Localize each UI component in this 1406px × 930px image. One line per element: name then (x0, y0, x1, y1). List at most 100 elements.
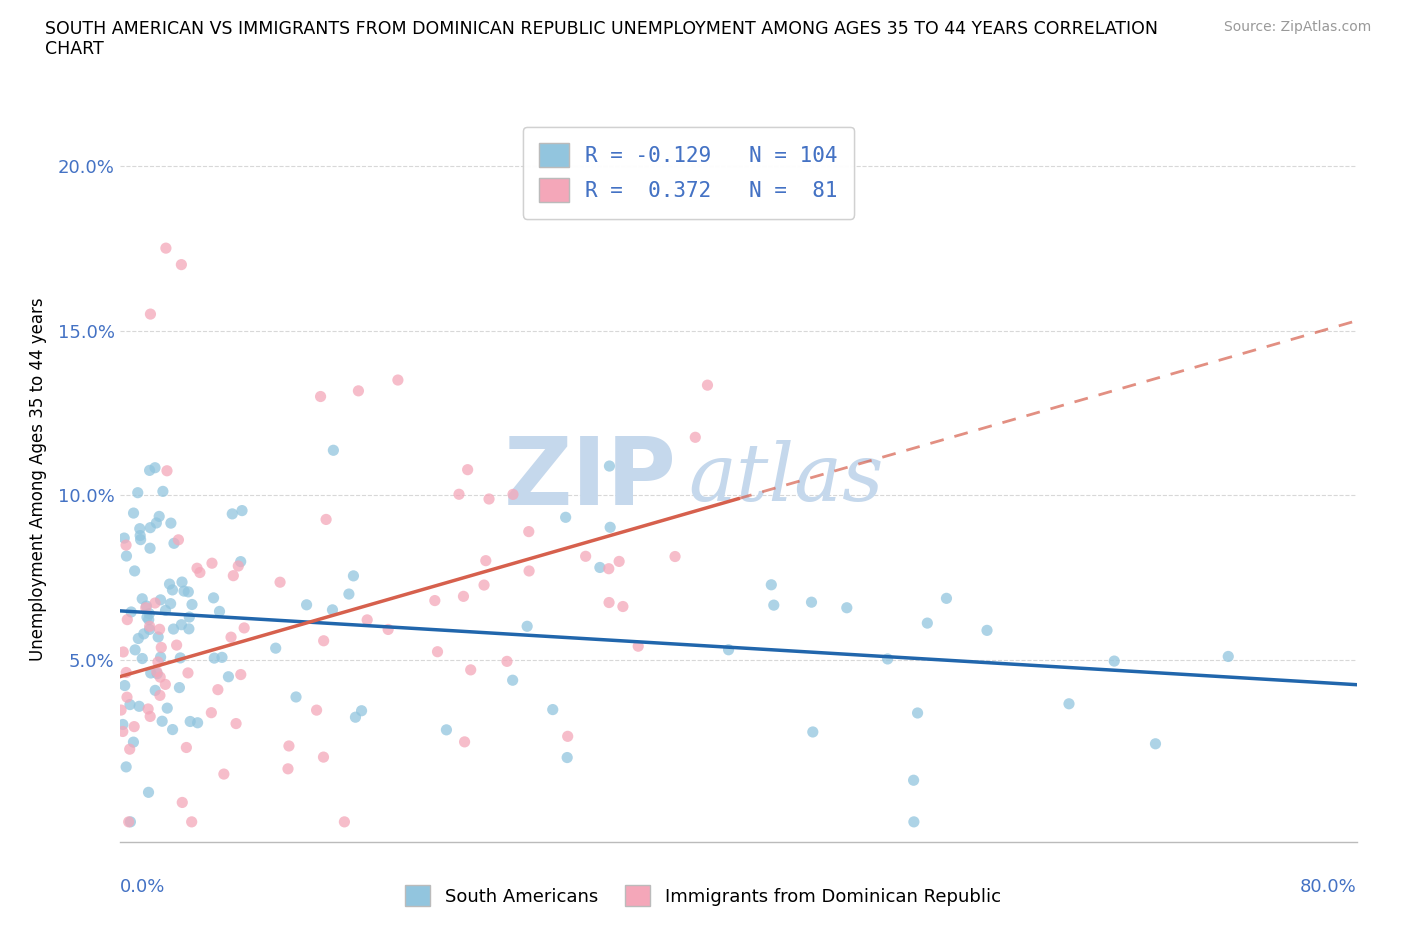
Point (207, 683, 229, 698)
Point (478, 492, 501, 507)
Point (138, 463, 160, 478)
Point (347, 383, 370, 398)
Point (1102, 654, 1125, 669)
Point (127, 631, 149, 646)
Point (149, 622, 172, 637)
Point (685, 430, 707, 445)
Point (138, 618, 160, 633)
Text: CHART: CHART (45, 40, 104, 58)
Point (122, 719, 145, 734)
Point (612, 599, 634, 614)
Point (146, 664, 169, 679)
Point (1057, 697, 1080, 711)
Point (186, 561, 208, 576)
Point (146, 666, 169, 681)
Point (917, 616, 939, 631)
Point (800, 595, 823, 610)
Point (305, 703, 328, 718)
Point (201, 556, 224, 571)
Point (138, 622, 160, 637)
Point (599, 520, 621, 535)
Point (517, 564, 540, 578)
Text: atlas: atlas (689, 440, 884, 518)
Point (148, 509, 170, 524)
Point (627, 639, 650, 654)
Point (139, 709, 162, 724)
Point (162, 582, 184, 597)
Point (903, 815, 925, 830)
Point (136, 701, 159, 716)
Point (589, 560, 612, 575)
Point (173, 584, 195, 599)
Point (131, 591, 153, 606)
Point (179, 610, 201, 625)
Point (598, 562, 620, 577)
Point (129, 532, 152, 547)
Point (131, 651, 153, 666)
Text: Source: ZipAtlas.com: Source: ZipAtlas.com (1223, 20, 1371, 34)
Point (179, 714, 201, 729)
Point (226, 559, 249, 574)
Point (1144, 737, 1167, 751)
Point (187, 715, 209, 730)
Point (453, 589, 475, 604)
Point (285, 689, 308, 704)
Point (436, 723, 458, 737)
Point (124, 564, 146, 578)
Point (146, 630, 169, 644)
Point (159, 577, 181, 591)
Point (149, 592, 172, 607)
Point (453, 735, 475, 750)
Point (139, 307, 162, 322)
Point (149, 650, 172, 665)
Point (225, 716, 247, 731)
Point (907, 706, 929, 721)
Point (212, 766, 235, 781)
Point (163, 536, 186, 551)
Point (136, 610, 159, 625)
Point (935, 591, 957, 605)
Point (356, 613, 378, 628)
Point (120, 604, 142, 619)
Point (426, 644, 449, 659)
Point (139, 666, 162, 681)
Point (202, 651, 225, 666)
Point (278, 738, 301, 753)
Point (143, 460, 166, 475)
Point (117, 612, 139, 627)
Point (321, 603, 343, 618)
Point (472, 578, 495, 592)
Point (1218, 649, 1240, 664)
Point (496, 654, 519, 669)
Point (155, 241, 177, 256)
Point (312, 633, 335, 648)
Point (115, 760, 138, 775)
Point (156, 463, 179, 478)
Point (169, 680, 191, 695)
Point (264, 641, 287, 656)
Point (516, 618, 538, 633)
Point (155, 677, 177, 692)
Point (342, 568, 364, 583)
Text: 80.0%: 80.0% (1301, 878, 1357, 896)
Point (222, 568, 245, 583)
Point (202, 591, 225, 605)
Point (502, 672, 524, 687)
Point (143, 595, 166, 610)
Point (122, 735, 145, 750)
Point (269, 575, 291, 590)
Legend: South Americans, Immigrants from Dominican Republic: South Americans, Immigrants from Dominic… (398, 878, 1008, 913)
Point (423, 593, 446, 608)
Point (135, 601, 157, 616)
Point (128, 521, 150, 536)
Point (903, 773, 925, 788)
Point (557, 729, 579, 744)
Text: SOUTH AMERICAN VS IMMIGRANTS FROM DOMINICAN REPUBLIC UNEMPLOYMENT AMONG AGES 35 : SOUTH AMERICAN VS IMMIGRANTS FROM DOMINI… (45, 20, 1159, 38)
Point (162, 621, 184, 636)
Point (322, 443, 344, 458)
Point (152, 484, 174, 498)
Point (447, 486, 470, 501)
Point (170, 575, 193, 590)
Legend: R = -0.129   N = 104, R =  0.372   N =  81: R = -0.129 N = 104, R = 0.372 N = 81 (523, 126, 855, 219)
Point (118, 698, 141, 712)
